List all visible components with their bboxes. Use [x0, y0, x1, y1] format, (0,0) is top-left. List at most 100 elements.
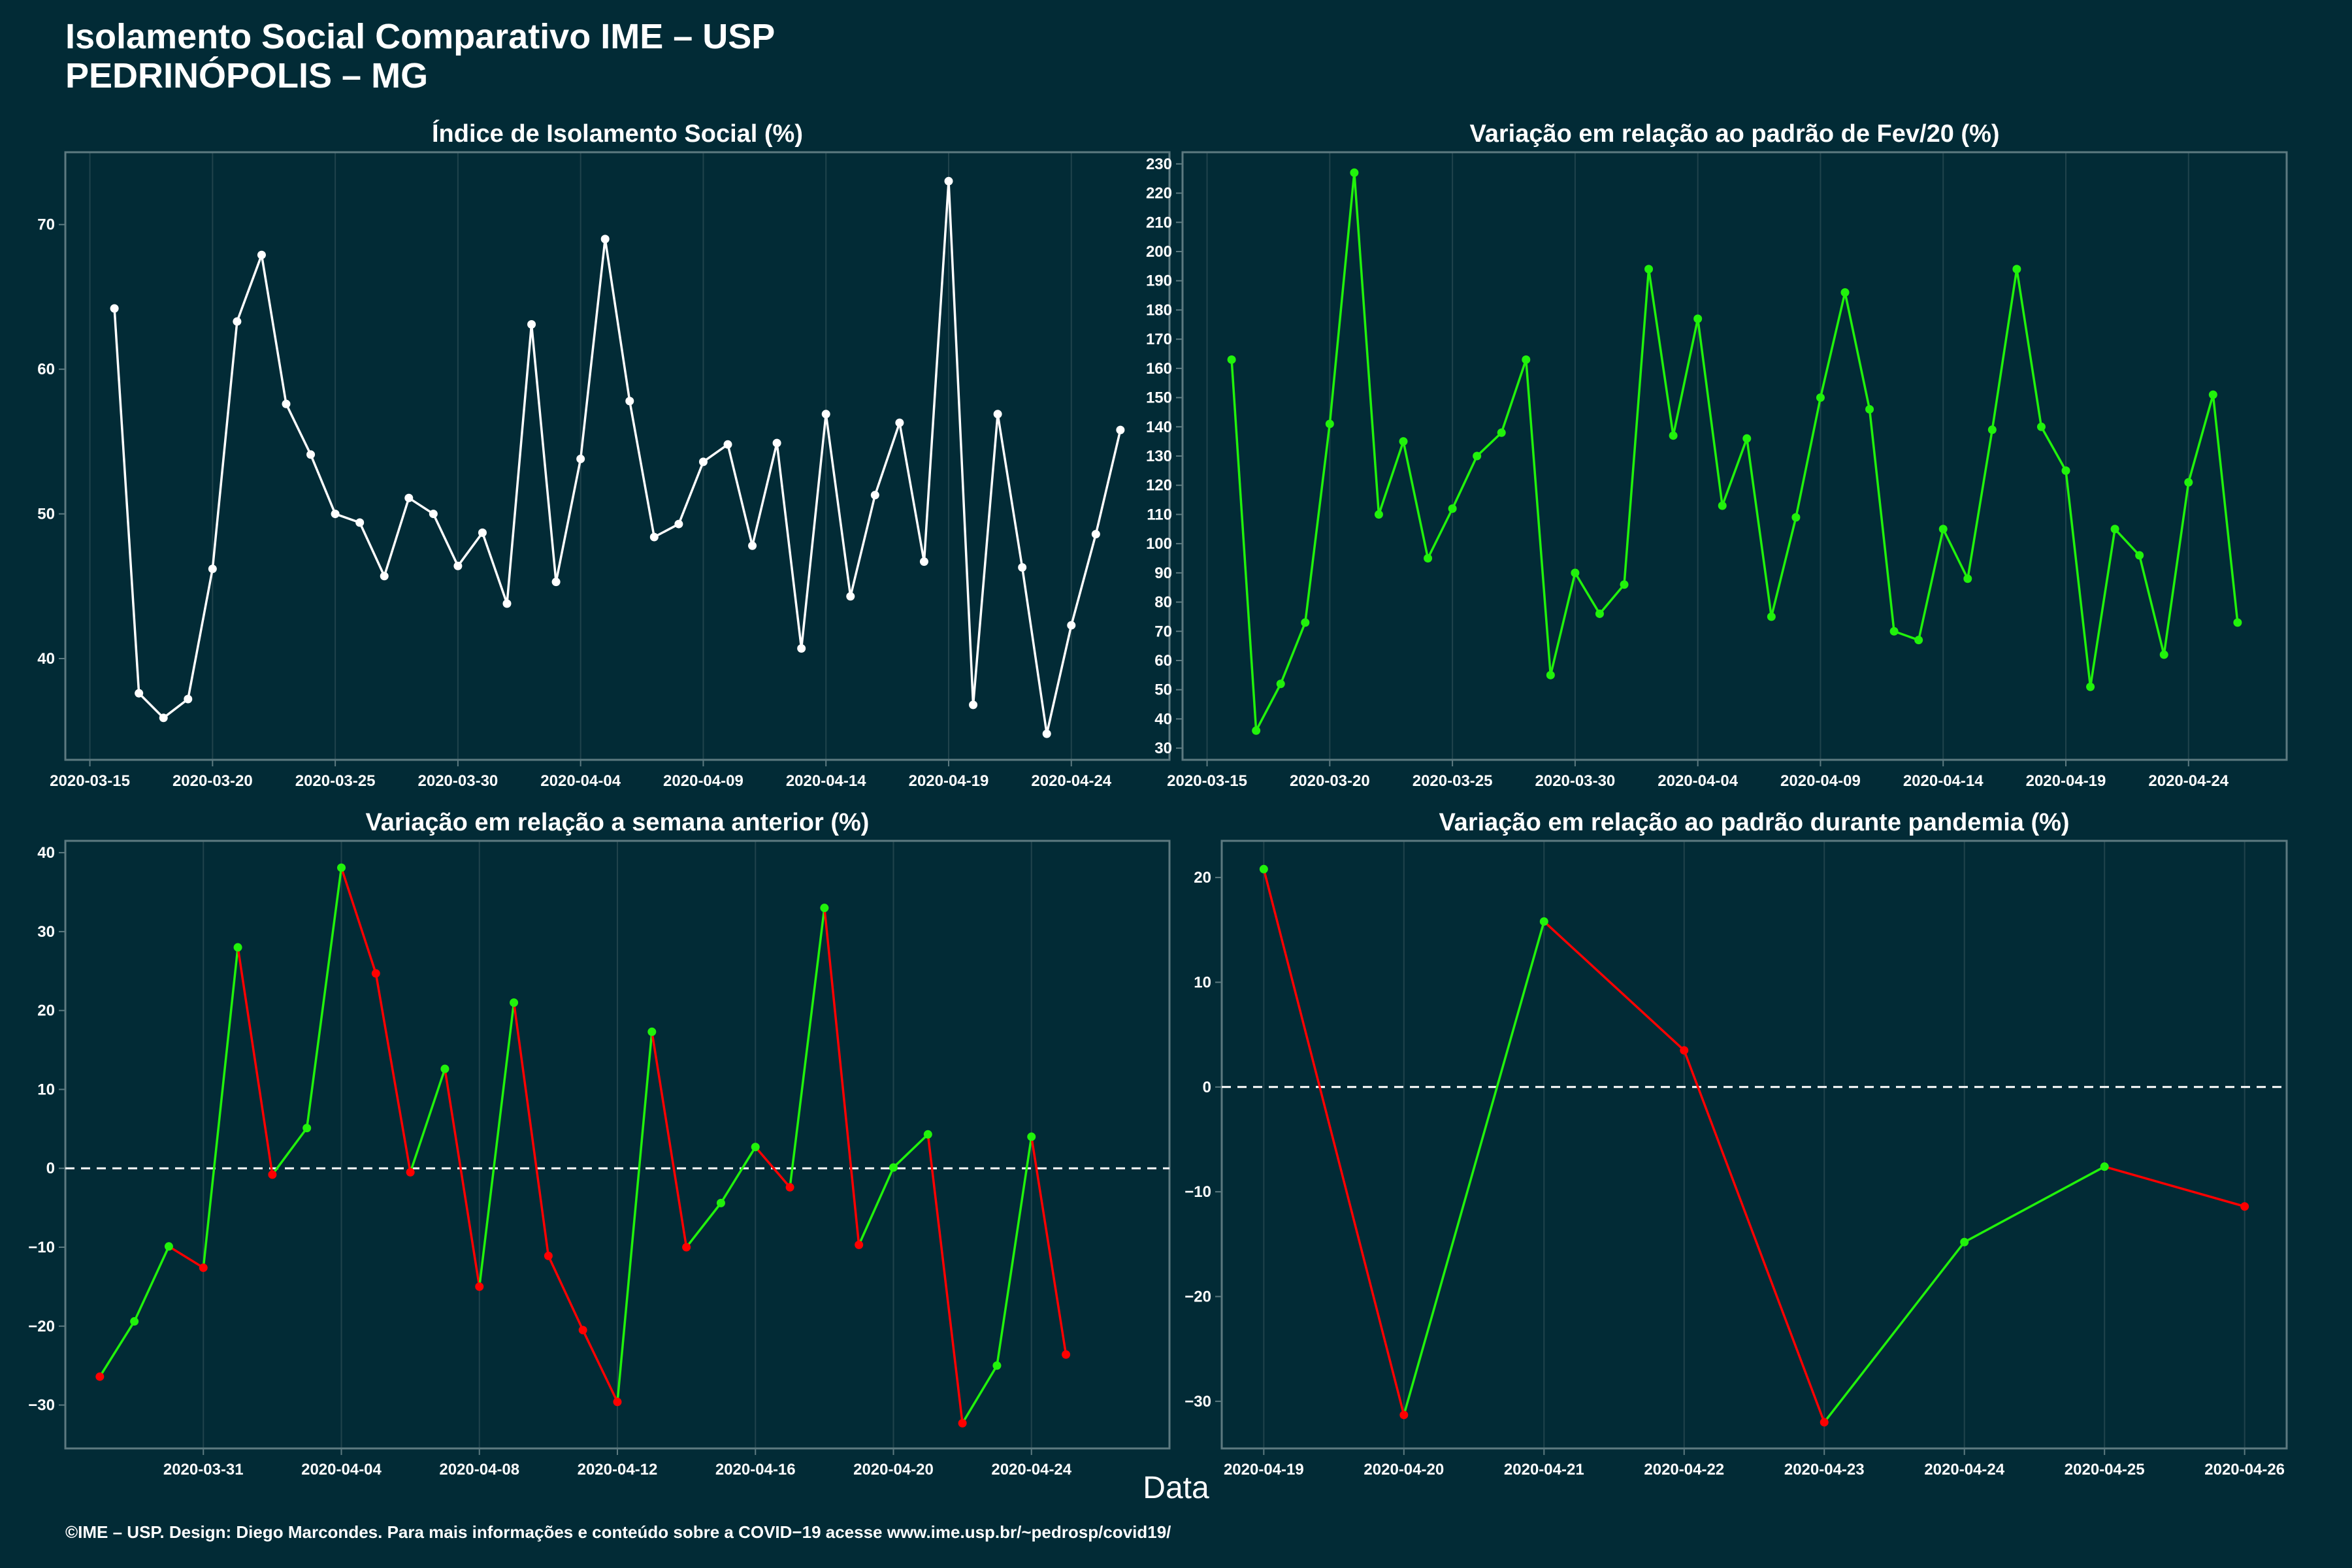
- series-segment: [1868, 409, 1895, 632]
- data-point: [233, 317, 242, 326]
- data-point: [1116, 425, 1125, 434]
- y-tick-label: 40: [37, 650, 55, 668]
- series-segment: [2040, 426, 2067, 472]
- series-segment: [2114, 528, 2140, 557]
- series-segment: [1255, 683, 1282, 732]
- y-tick-label: 50: [37, 506, 55, 523]
- x-tick-label: 2020-04-19: [909, 772, 989, 790]
- x-tick-label: 2020-04-19: [2026, 772, 2106, 790]
- data-point: [1276, 679, 1285, 689]
- series-segment: [340, 867, 377, 974]
- data-point: [821, 410, 830, 419]
- x-tick-label: 2020-04-04: [1658, 772, 1738, 790]
- series-segment: [923, 181, 950, 562]
- data-point: [1399, 1411, 1409, 1420]
- y-tick-label: 10: [1194, 973, 1211, 991]
- y-tick-label: −20: [1184, 1288, 1211, 1306]
- series-segment: [305, 867, 343, 1128]
- data-point: [268, 1170, 277, 1179]
- data-point: [625, 397, 634, 406]
- data-point: [478, 528, 487, 537]
- series-segment: [547, 1255, 584, 1331]
- x-tick-label: 2020-03-20: [1290, 772, 1370, 790]
- series-segment: [478, 1002, 515, 1287]
- series-segment: [1030, 1136, 1068, 1355]
- series-segment: [653, 523, 679, 538]
- data-point: [1718, 501, 1727, 510]
- series-segment: [374, 973, 412, 1173]
- series-segment: [1543, 921, 1685, 1051]
- data-point: [404, 493, 414, 502]
- data-point: [1693, 314, 1703, 323]
- y-tick-label: 120: [1146, 477, 1172, 495]
- data-point: [1374, 510, 1383, 519]
- data-point: [1820, 1418, 1829, 1427]
- data-point: [551, 578, 561, 587]
- data-point: [1301, 618, 1310, 627]
- data-point: [613, 1397, 622, 1407]
- y-tick-label: 30: [37, 923, 55, 941]
- series-segment: [898, 422, 926, 562]
- series-segment: [236, 254, 263, 322]
- data-point: [1963, 574, 1972, 583]
- series-segment: [202, 947, 239, 1268]
- panel-border: [64, 151, 1171, 761]
- series-segment: [972, 414, 999, 706]
- y-tick-label: 60: [37, 361, 55, 378]
- data-point: [895, 418, 904, 427]
- x-tick-label: 2020-04-20: [853, 1461, 934, 1478]
- y-tick-label: 190: [1146, 272, 1172, 290]
- series-segment: [961, 1365, 998, 1424]
- data-point: [135, 689, 144, 698]
- y-tick-label: 0: [1203, 1079, 1211, 1096]
- x-tick-label: 2020-04-24: [2148, 772, 2229, 790]
- data-point: [1987, 425, 1997, 434]
- data-point: [1350, 168, 1359, 177]
- data-point: [1042, 729, 1051, 738]
- x-tick-label: 2020-04-26: [2204, 1461, 2285, 1478]
- y-tick-label: 70: [37, 216, 55, 234]
- x-tick-label: 2020-03-25: [295, 772, 376, 790]
- data-point: [846, 592, 855, 601]
- data-point: [331, 510, 340, 519]
- panel-border: [1181, 151, 2288, 761]
- x-tick-label: 2020-04-20: [1364, 1461, 1444, 1478]
- x-tick-label: 2020-03-15: [1167, 772, 1247, 790]
- x-tick-label: 2020-03-15: [50, 772, 130, 790]
- x-tick-label: 2020-04-04: [301, 1461, 382, 1478]
- series-segment: [138, 692, 165, 719]
- data-point: [110, 304, 119, 313]
- y-tick-label: 170: [1146, 331, 1172, 348]
- data-point: [2135, 551, 2144, 560]
- y-tick-label: −30: [28, 1397, 55, 1414]
- data-point: [2086, 682, 2095, 691]
- page-subtitle: PEDRINÓPOLIS – MG: [65, 56, 429, 95]
- series-segment: [133, 1246, 171, 1322]
- data-point: [723, 440, 732, 449]
- data-point: [502, 599, 512, 608]
- data-point: [2233, 618, 2242, 627]
- data-point: [1067, 621, 1076, 630]
- data-point: [1620, 580, 1629, 589]
- series-segment: [1991, 269, 2018, 431]
- series-segment: [825, 414, 852, 597]
- series-segment: [457, 532, 483, 567]
- data-point: [958, 1418, 967, 1428]
- series-segment: [2163, 482, 2190, 655]
- shared-x-axis-label: Data: [1143, 1471, 1209, 1505]
- series-segment: [1353, 172, 1380, 515]
- series-segment: [947, 181, 975, 705]
- series-segment: [1696, 318, 1723, 506]
- series-segment: [1574, 572, 1601, 615]
- series-segment: [685, 1202, 722, 1249]
- y-tick-label: 230: [1146, 155, 1172, 173]
- data-point: [164, 1242, 173, 1251]
- data-point: [453, 561, 463, 570]
- series-segment: [776, 442, 803, 649]
- x-tick-label: 2020-04-24: [991, 1461, 1071, 1478]
- data-point: [674, 519, 683, 529]
- data-point: [1840, 288, 1850, 297]
- data-point: [576, 454, 585, 463]
- data-point: [2240, 1202, 2249, 1211]
- x-tick-label: 2020-04-14: [1903, 772, 1984, 790]
